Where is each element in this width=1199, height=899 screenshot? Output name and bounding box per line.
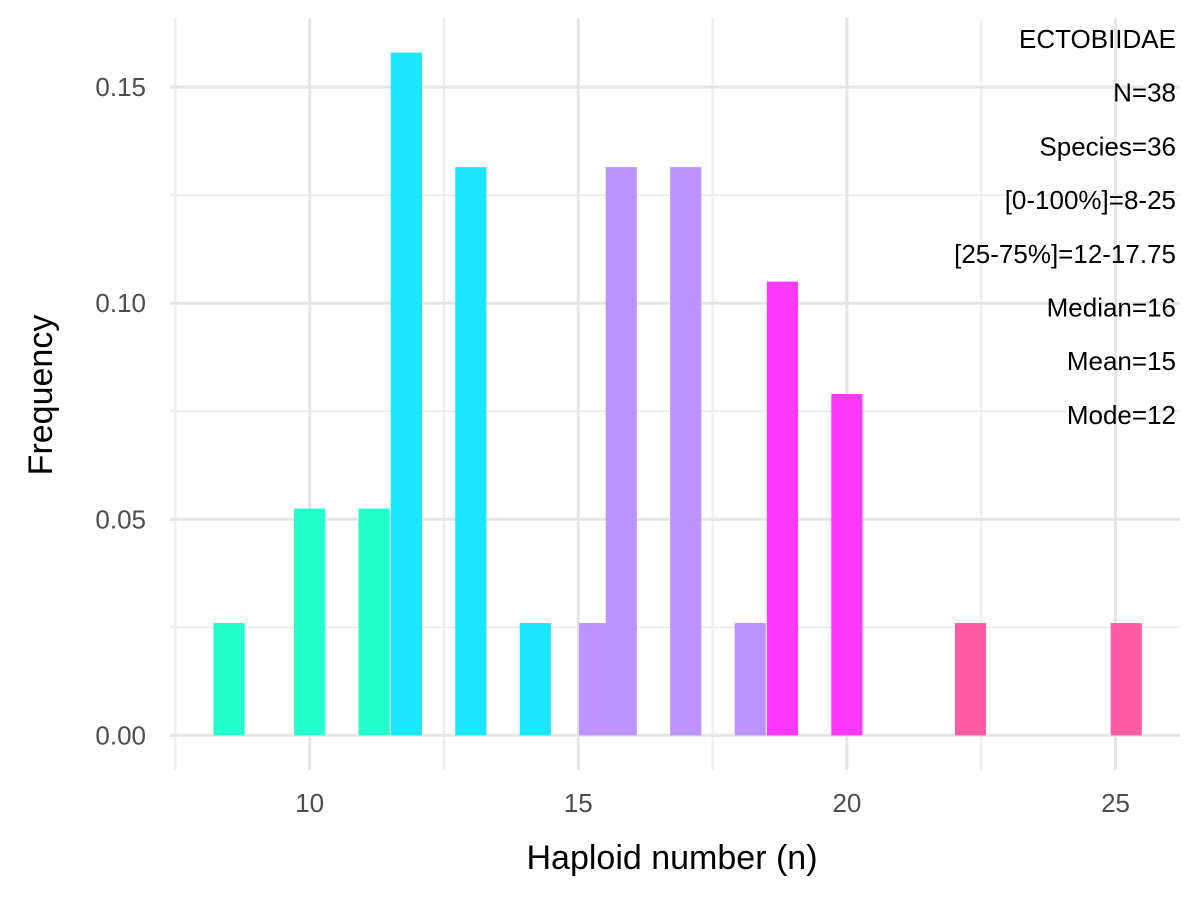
y-axis-ticks: 0.00 0.05 0.10 0.15 [95,72,146,750]
histogram-bar [734,623,766,736]
histogram-bar [605,167,637,736]
histogram-bar [1110,623,1142,736]
histogram-bar [519,623,551,736]
stat-annotation: Median=16 [1047,293,1176,323]
histogram-bar [670,167,702,736]
x-axis-ticks: 10 15 20 25 [295,788,1130,818]
annotations: ECTOBIIDAE N=38 Species=36 [0-100%]=8-25 [25… [954,24,1176,430]
y-tick-label: 0.10 [95,288,146,318]
histogram-bar [954,623,987,736]
stat-annotation: Mode=12 [1067,400,1176,430]
stat-annotation: N=38 [1113,78,1176,108]
histogram-bar [831,394,863,736]
x-tick-label: 25 [1101,788,1130,818]
histogram-bar [213,623,245,736]
y-tick-label: 0.05 [95,504,146,534]
y-axis-title: Frequency [22,315,60,476]
x-tick-label: 20 [832,788,861,818]
stat-annotation: [0-100%]=8-25 [1005,185,1176,215]
stat-annotation: Species=36 [1039,131,1176,161]
histogram-bar [578,623,610,736]
y-tick-label: 0.15 [95,72,146,102]
stat-annotation: ECTOBIIDAE [1019,24,1176,54]
y-tick-label: 0.00 [95,720,146,750]
stat-annotation: [25-75%]=12-17.75 [954,239,1176,269]
histogram-bar [390,52,422,736]
bars [213,52,1142,736]
histogram-bar [358,508,390,736]
x-tick-label: 10 [295,788,324,818]
x-tick-label: 15 [564,788,593,818]
histogram-bar [455,167,487,736]
histogram-bar [294,508,326,736]
histogram-bar [766,281,799,736]
x-axis-title: Haploid number (n) [526,839,817,877]
stat-annotation: Mean=15 [1067,346,1176,376]
